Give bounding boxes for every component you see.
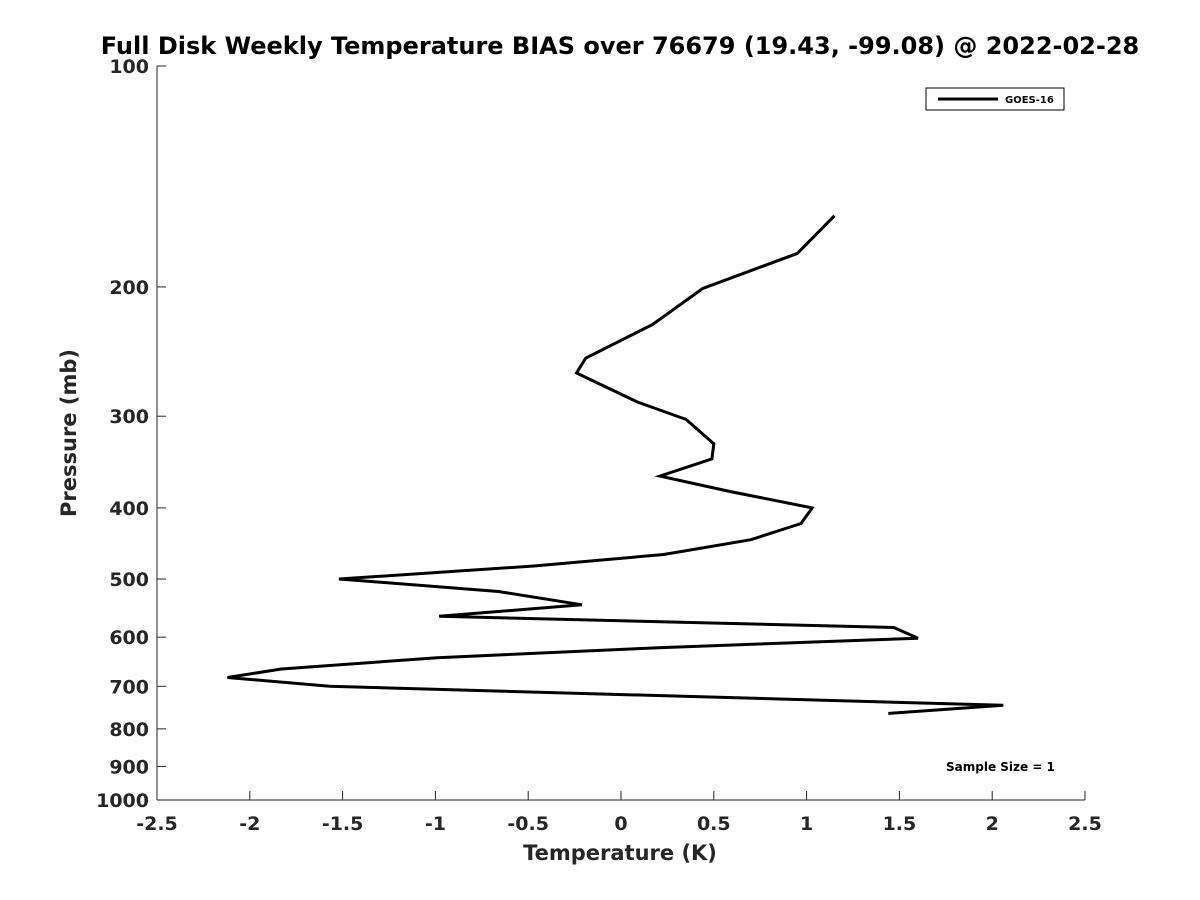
x-tick-label: -1 [425, 813, 446, 835]
x-tick-label: 1 [800, 813, 813, 835]
y-tick-label: 600 [109, 627, 149, 649]
sample-size-annotation: Sample Size = 1 [946, 760, 1055, 774]
x-tick-label: -2.5 [136, 813, 178, 835]
y-tick-label: 100 [109, 56, 149, 78]
y-axis-ticks: 100 200 300 400 500 600 700 800 900 1000 [96, 56, 166, 812]
y-tick-label: 400 [109, 498, 149, 520]
y-tick-label: 700 [109, 676, 149, 698]
x-tick-label: -1.5 [322, 813, 364, 835]
plot-area [227, 214, 1004, 715]
x-tick-label: 0.5 [697, 813, 731, 835]
y-tick-label: 800 [109, 719, 149, 741]
series-line-goes-16 [227, 214, 1004, 715]
y-tick-label: 500 [109, 569, 149, 591]
legend-label-goes-16: GOES-16 [1005, 95, 1054, 106]
y-axis-label: Pressure (mb) [57, 349, 81, 517]
x-axis-label: Temperature (K) [523, 841, 717, 865]
x-tick-label: -2 [239, 813, 260, 835]
y-tick-label: 300 [109, 406, 149, 428]
legend: GOES-16 [925, 87, 1065, 111]
y-tick-label: 1000 [96, 790, 149, 812]
x-tick-label: 2.5 [1068, 813, 1102, 835]
x-tick-label: -0.5 [507, 813, 549, 835]
y-tick-label: 200 [109, 277, 149, 299]
x-tick-label: 1.5 [883, 813, 917, 835]
chart-title: Full Disk Weekly Temperature BIAS over 7… [101, 32, 1140, 60]
x-tick-label: 0 [614, 813, 627, 835]
x-axis-ticks: -2.5 -2 -1.5 -1 -0.5 0 0.5 1 1.5 2 2.5 [136, 791, 1102, 835]
y-tick-label: 900 [109, 756, 149, 778]
axes [156, 66, 1085, 801]
x-tick-label: 2 [986, 813, 999, 835]
